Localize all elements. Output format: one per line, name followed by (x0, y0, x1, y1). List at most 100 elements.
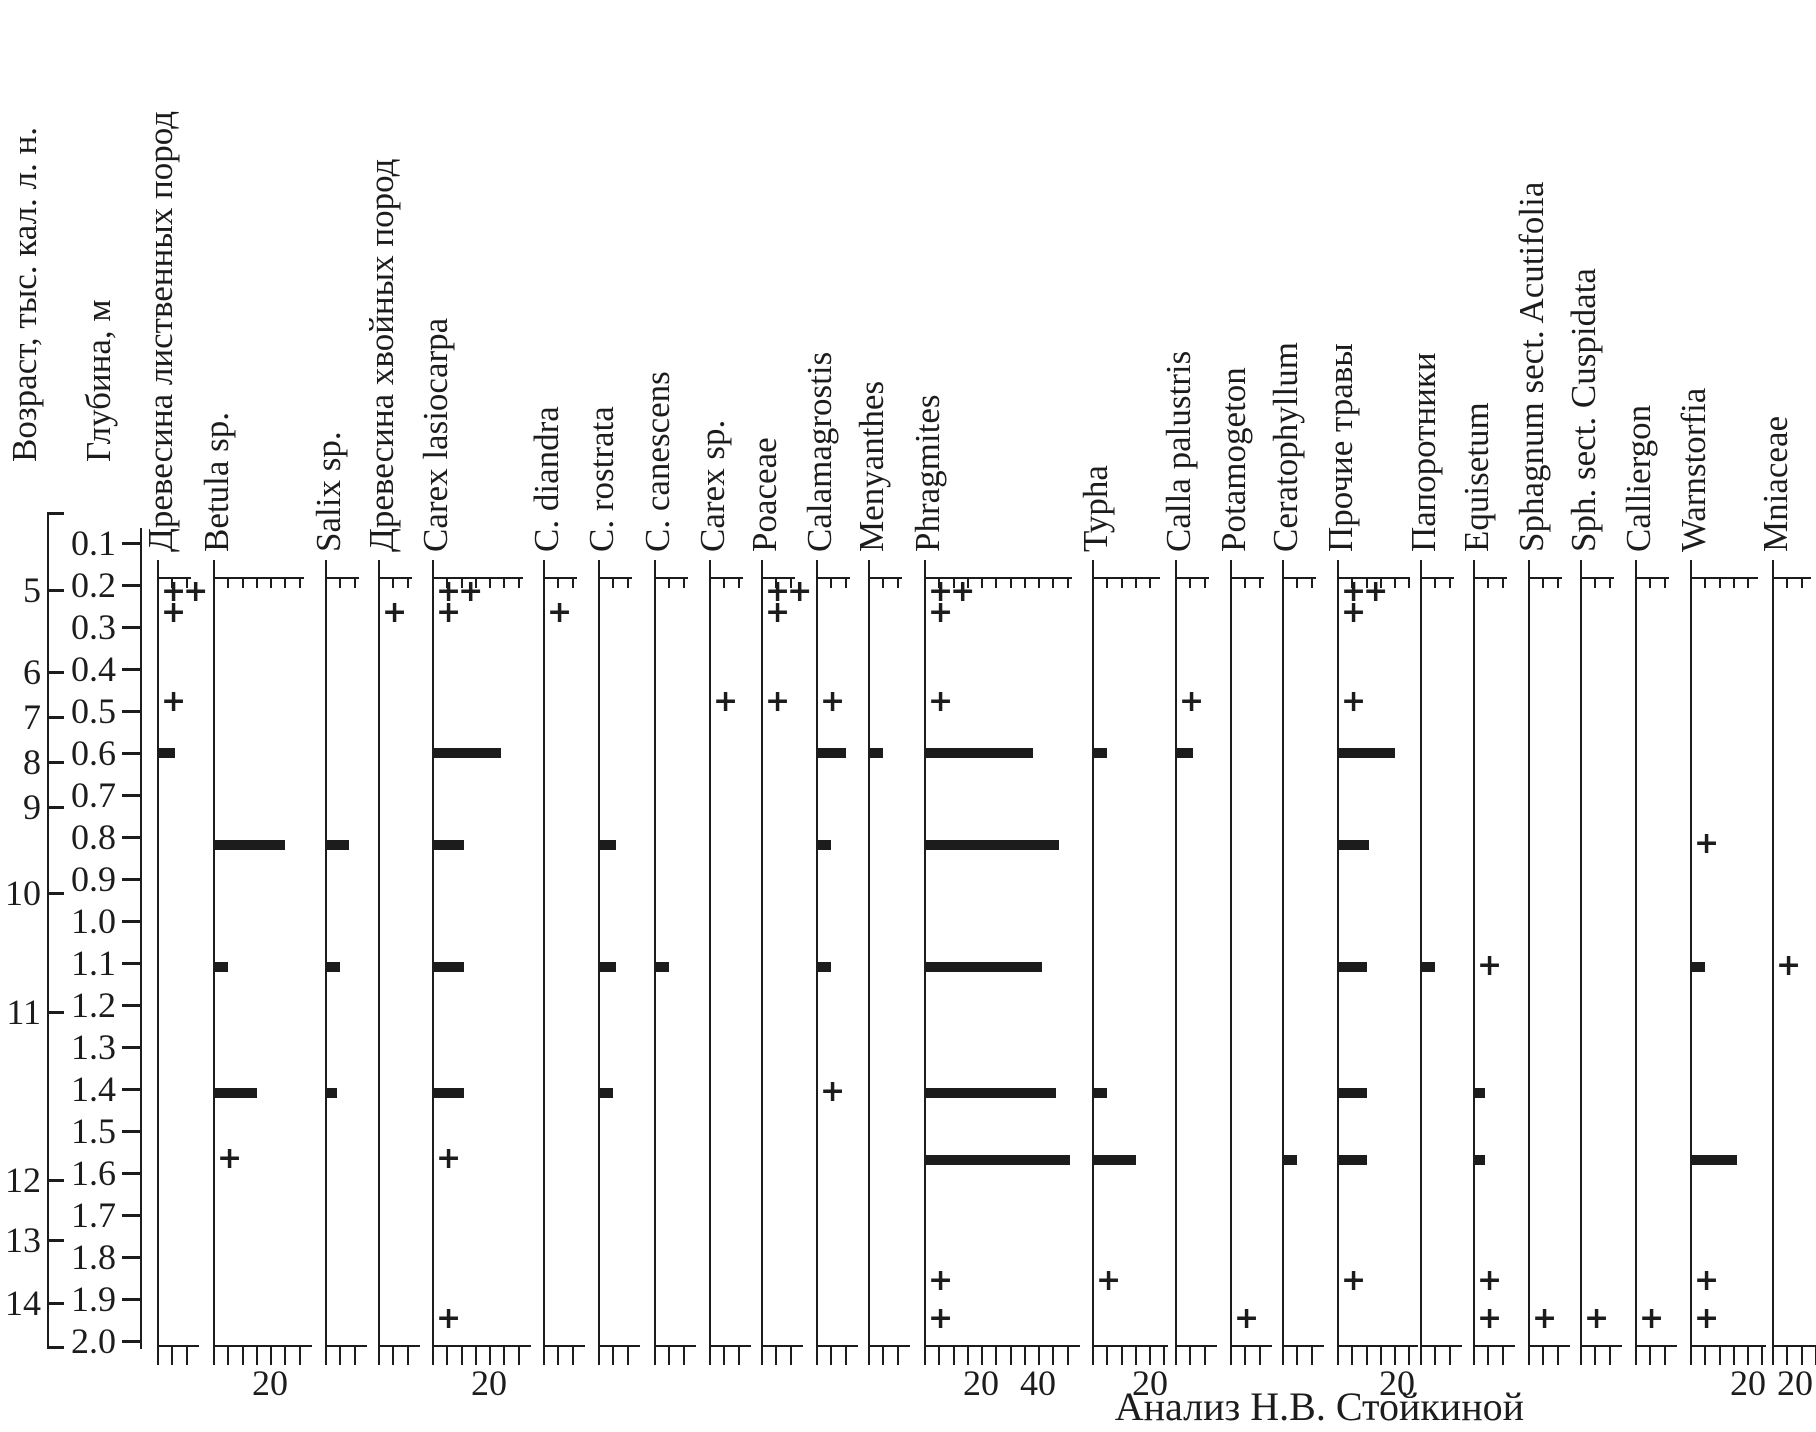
taxon-bottom-ruler (1282, 1345, 1324, 1347)
taxon-column-line (816, 560, 818, 1347)
taxon-top-ruler (543, 577, 577, 579)
taxon-column-line (543, 560, 545, 1347)
depth-axis-tick (122, 1298, 140, 1301)
presence-plus-mark: + (765, 595, 790, 630)
taxon-bottom-ruler-tick (953, 1345, 955, 1365)
presence-plus-mark: + (820, 1074, 845, 1109)
taxon-bottom-ruler-tick (572, 1345, 574, 1365)
age-axis-tick (47, 671, 64, 674)
taxon-bottom-ruler-tick (1557, 1345, 1559, 1365)
taxon-top-ruler-tick (668, 577, 670, 588)
taxon-top-ruler (924, 577, 1072, 579)
taxon-bottom-ruler-tick (213, 1345, 215, 1365)
taxon-top-ruler-tick (738, 577, 740, 588)
abundance-bar (1474, 1155, 1485, 1165)
abundance-bar (1691, 1155, 1737, 1165)
taxon-bottom-ruler-tick (967, 1345, 969, 1365)
taxon-column-line (709, 560, 711, 1347)
taxon-bottom-ruler-tick (845, 1345, 847, 1365)
taxon-top-ruler (432, 577, 523, 579)
presence-plus-mark: + (547, 595, 572, 630)
taxon-bottom-ruler-tick (1580, 1345, 1582, 1365)
percent-scale-label: 20 (1730, 1363, 1766, 1403)
abundance-bar (817, 962, 831, 972)
abundance-bar (925, 1088, 1056, 1098)
taxon-bottom-ruler-tick (461, 1345, 463, 1365)
taxon-label: Salix sp. (309, 431, 348, 552)
taxon-top-ruler (1092, 577, 1160, 579)
taxon-top-ruler-tick (1106, 577, 1108, 588)
depth-axis-tick (122, 1046, 140, 1049)
taxon-bottom-ruler (868, 1345, 910, 1347)
abundance-bar (817, 748, 846, 758)
depth-axis-tick (122, 1214, 140, 1217)
taxon-label: Mniaceae (1756, 415, 1795, 552)
presence-plus-mark: + (436, 595, 461, 630)
taxon-bottom-ruler (1635, 1345, 1677, 1347)
taxon-top-ruler-tick (897, 577, 899, 588)
taxon-label: Calliergon (1619, 404, 1658, 552)
taxon-bottom-ruler-tick (325, 1345, 327, 1365)
taxon-top-ruler (213, 577, 304, 579)
taxon-bottom-ruler-tick (446, 1345, 448, 1365)
taxon-bottom-ruler (1230, 1345, 1272, 1347)
taxon-top-ruler-tick (1121, 577, 1123, 588)
depth-axis-tick (122, 878, 140, 881)
taxon-column-line (1772, 560, 1774, 1347)
age-axis-tick (47, 892, 64, 895)
taxon-column-line (1230, 560, 1232, 1347)
depth-tick-label: 1.3 (71, 1027, 116, 1067)
taxon-bottom-ruler-tick (171, 1345, 173, 1365)
taxon-bottom-ruler (1337, 1345, 1418, 1347)
taxon-label: Calamagrostis (800, 351, 839, 552)
taxon-bottom-ruler-tick (1204, 1345, 1206, 1365)
taxon-top-ruler (598, 577, 632, 579)
presence-plus-mark: + (1341, 595, 1366, 630)
taxon-bottom-ruler (325, 1345, 367, 1347)
taxon-bottom-ruler-tick (709, 1345, 711, 1365)
taxon-bottom-ruler-tick (816, 1345, 818, 1365)
taxon-column-line (654, 560, 656, 1347)
taxon-bottom-ruler-tick (1542, 1345, 1544, 1365)
taxon-bottom-ruler-tick (1690, 1345, 1692, 1365)
taxon-label: Poaceae (745, 437, 784, 552)
taxon-bottom-ruler-tick (284, 1345, 286, 1365)
percent-scale-label: 20 (471, 1363, 507, 1403)
taxon-top-ruler-tick (1434, 577, 1436, 588)
percent-scale-label: 20 (252, 1363, 288, 1403)
taxon-top-ruler-tick (227, 577, 229, 588)
depth-axis-tick (122, 626, 140, 629)
taxon-bottom-ruler-tick (1311, 1345, 1313, 1365)
abundance-bar (1093, 748, 1107, 758)
taxon-column-line (1528, 560, 1530, 1347)
taxon-bottom-ruler-tick (1282, 1345, 1284, 1365)
taxon-top-ruler-tick (1609, 577, 1611, 588)
presence-plus-mark: + (928, 595, 953, 630)
abundance-bar (817, 840, 831, 850)
age-tick-label: 5 (23, 570, 41, 610)
taxon-bottom-ruler-tick (790, 1345, 792, 1365)
depth-tick-label: 1.2 (71, 985, 116, 1025)
taxon-column-line (432, 560, 434, 1347)
depth-axis-tick (122, 794, 140, 797)
abundance-bar (326, 962, 340, 972)
depth-axis-tick (122, 1004, 140, 1007)
presence-plus-mark: + (928, 1301, 953, 1336)
depth-tick-label: 0.9 (71, 859, 116, 899)
depth-tick-label: 0.5 (71, 691, 116, 731)
depth-axis-line (140, 528, 142, 1349)
taxon-bottom-ruler-tick (543, 1345, 545, 1365)
taxon-bottom-ruler-tick (1528, 1345, 1530, 1365)
taxon-label: Папоротники (1404, 352, 1443, 552)
taxon-top-ruler-tick (1067, 577, 1069, 588)
age-tick-label: 8 (23, 742, 41, 782)
taxon-bottom-ruler-tick (1594, 1345, 1596, 1365)
taxon-bottom-ruler-tick (830, 1345, 832, 1365)
percent-scale-label: 20 (1777, 1363, 1813, 1403)
abundance-bar (1176, 748, 1193, 758)
depth-axis-tick (122, 1256, 140, 1259)
taxon-label: Phragmites (908, 394, 947, 552)
presence-plus-mark: + (1341, 1263, 1366, 1298)
taxon-column-line (1175, 560, 1177, 1347)
taxon-bottom-ruler-tick (683, 1345, 685, 1365)
